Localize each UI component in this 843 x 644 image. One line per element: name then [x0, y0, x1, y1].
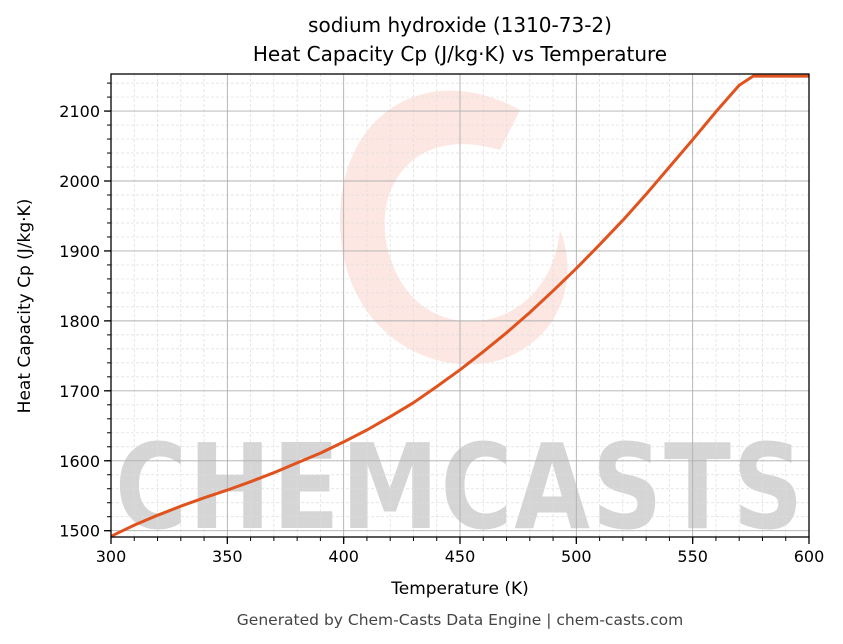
- major-grid: [110, 74, 810, 537]
- series-line-cp: [110, 74, 809, 538]
- x-tick-label: 450: [445, 547, 476, 566]
- y-axis-label: Heat Capacity Cp (J/kg·K): [15, 199, 35, 414]
- y-tick-label: 1500: [59, 522, 100, 541]
- x-tick-label: 350: [212, 547, 243, 566]
- chemcasts-watermark: CHEMCASTS: [115, 90, 805, 556]
- series-layer: [110, 74, 809, 538]
- x-tick-label: 400: [328, 547, 359, 566]
- y-tick-label: 1700: [59, 382, 100, 401]
- x-tick-label: 500: [561, 547, 592, 566]
- y-tick-label: 1800: [59, 312, 100, 331]
- axis-ticks: 300 350 400 450 500 550 600 1500 1600 1700 1800 190…: [59, 82, 825, 566]
- chart-title-line1: sodium hydroxide (1310-73-2): [308, 13, 612, 37]
- chart-title-line2: Heat Capacity Cp (J/kg·K) vs Temperature: [253, 42, 667, 66]
- footer-credit: Generated by Chem-Casts Data Engine | ch…: [237, 611, 683, 629]
- y-tick-label: 2100: [59, 102, 100, 121]
- y-tick-label: 1600: [59, 452, 100, 471]
- watermark-swirl: [340, 90, 568, 365]
- y-tick-label: 2000: [59, 172, 100, 191]
- x-axis-label: Temperature (K): [390, 579, 529, 599]
- y-tick-label: 1900: [59, 242, 100, 261]
- x-tick-label: 550: [677, 547, 708, 566]
- x-tick-label: 300: [96, 547, 127, 566]
- watermark-text: CHEMCASTS: [115, 418, 805, 556]
- x-tick-label: 600: [794, 547, 825, 566]
